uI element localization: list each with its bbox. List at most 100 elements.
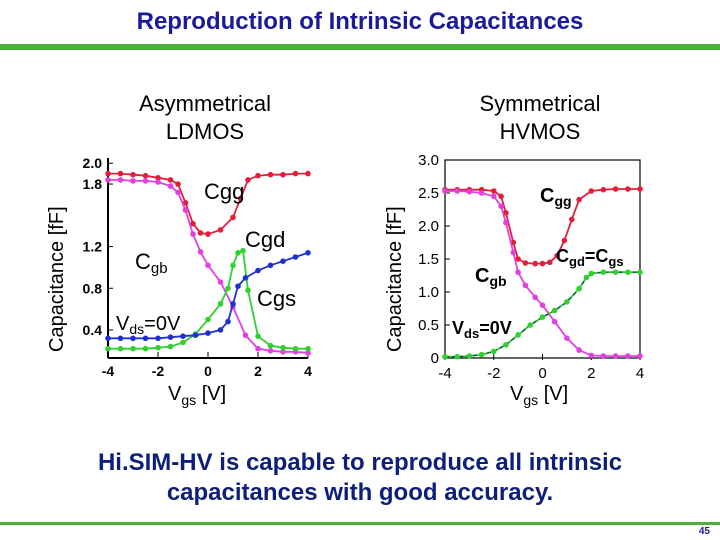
right-cgg-point: [600, 186, 607, 193]
right-y-tick-label: 1.5: [418, 251, 439, 268]
right-cgd-cgs-point: [527, 322, 534, 328]
left-cgb-point: [105, 177, 111, 183]
right-cgb-point: [576, 347, 582, 353]
left-cgd-point: [240, 247, 246, 254]
left-x-axis-label: Vgs [V]: [168, 383, 226, 408]
left-cgd-point: [155, 344, 161, 351]
right-cgd-cgs-annotation: Cgd=Cgs: [556, 246, 624, 269]
right-cgd-cgs-point: [539, 314, 546, 320]
left-cgd-point: [245, 287, 251, 294]
right-cgd-cgs-point: [625, 269, 631, 276]
right-cgb-point: [522, 282, 529, 289]
right-cgb-point: [637, 353, 643, 359]
right-cgb-point: [625, 353, 631, 359]
left-cgd-point: [292, 345, 299, 352]
left-cgb-point: [217, 279, 224, 285]
left-cgd-point: [225, 285, 231, 292]
right-cgd-cgs-point: [478, 351, 485, 358]
left-cgs-point: [225, 318, 231, 325]
left-cgd-point: [235, 250, 241, 256]
left-cgg-point: [245, 177, 251, 183]
right-cgb-sub: gb: [489, 273, 506, 289]
left-cgd-point: [305, 345, 311, 352]
right-cgg-point: [561, 237, 568, 244]
right-cgb-point: [588, 352, 595, 359]
right-vds-annotation: Vds=0V: [452, 318, 512, 341]
left-y-tick-label: 2.0: [83, 155, 103, 171]
right-cgd-cgs-point: [503, 342, 509, 348]
right-cgb-point: [600, 353, 607, 359]
right-cgb-point: [503, 219, 509, 226]
left-cgs-point: [117, 335, 124, 342]
right-y-tick-label: 1.0: [418, 284, 439, 301]
right-x-tick-label: 4: [636, 365, 644, 382]
right-chart-hvmos: 0 0.5 1.0 1.5 2.0 2.5 3.0 -4 -2 0 2 4: [418, 152, 644, 382]
right-y-tick-label: 2.5: [418, 185, 439, 202]
left-cgs-point: [255, 267, 261, 274]
left-cgg-point: [167, 177, 174, 183]
right-cgd-cgs-point: [551, 307, 558, 314]
right-cgd-sub: gd: [569, 254, 585, 269]
left-cgs-point: [205, 330, 211, 336]
right-x-tick-label: -4: [438, 365, 451, 382]
right-cgb-point: [551, 318, 558, 325]
left-cgg-point: [217, 227, 224, 233]
right-cgg-point: [498, 193, 504, 200]
page-number: 45: [698, 526, 710, 537]
left-cgd-point: [180, 339, 186, 346]
left-cgb-point: [242, 332, 249, 339]
left-x-tick-label: 0: [204, 363, 212, 379]
left-cgd-point: [280, 344, 286, 351]
right-cgd-main: C: [556, 246, 569, 266]
right-cgd-cgs-point: [576, 285, 582, 292]
left-cgs-point: [217, 327, 224, 333]
right-cgg-sub: gg: [554, 193, 571, 209]
left-cgb-point: [305, 350, 311, 356]
slide-title: Reproduction of Intrinsic Capacitances: [136, 8, 584, 35]
left-cgs-point: [180, 333, 186, 340]
left-vds-main: V: [116, 313, 130, 335]
left-cgb-point: [117, 177, 124, 183]
right-cgb-point: [539, 302, 546, 309]
left-cgb-point: [190, 231, 196, 237]
left-cgg-point: [182, 200, 189, 206]
right-cgg-point: [612, 186, 619, 192]
left-y-tick-label: 0.8: [83, 280, 103, 296]
right-cgd-cgs-point: [454, 353, 461, 360]
left-cgg-point: [117, 170, 124, 177]
left-y-tick-label: 1.2: [83, 239, 103, 255]
left-x-label-sub: gs: [181, 392, 197, 408]
right-y-tick-label: 0: [431, 350, 439, 367]
left-cgb-point: [255, 345, 261, 352]
left-cgd-point: [130, 345, 136, 352]
right-chart-subtitle: Symmetrical HVMOS: [479, 91, 601, 144]
left-cgb-point: [142, 178, 149, 184]
left-cgb-point: [182, 207, 189, 213]
left-cgs-point: [105, 335, 111, 342]
right-x-label-main: V: [510, 383, 524, 405]
right-cgg-point: [539, 260, 546, 267]
left-cgg-point: [267, 171, 274, 178]
right-cgd-cgs-point: [466, 353, 473, 359]
left-cgb-point: [280, 349, 286, 355]
right-cgg-point: [503, 210, 509, 216]
right-cgg-main: C: [540, 185, 554, 207]
right-cgg-point: [491, 188, 497, 194]
left-cgg-point: [142, 172, 149, 179]
right-x-tick-label: -2: [487, 365, 500, 382]
right-cgb-point: [491, 193, 497, 200]
left-cgg-point: [305, 170, 311, 177]
left-cgs-point: [292, 254, 299, 260]
right-cgd-cgs-point: [600, 269, 607, 276]
left-cgs-point: [167, 334, 174, 341]
left-cgb-point: [267, 348, 274, 354]
left-cgd-point: [105, 345, 111, 352]
right-cgb-point: [442, 188, 448, 194]
left-cgg-point: [280, 171, 286, 178]
right-cgd-cgs-point: [491, 348, 497, 355]
right-cgg-point: [554, 252, 560, 259]
left-cgb-point: [130, 178, 136, 184]
right-x-label-sub: gs: [523, 392, 539, 408]
right-cgb-main: C: [475, 265, 489, 287]
right-cgb-point: [498, 203, 504, 209]
